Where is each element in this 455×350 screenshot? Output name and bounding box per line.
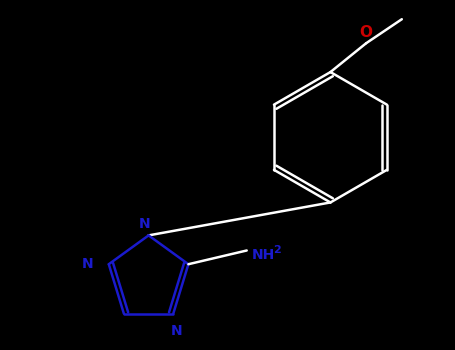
Text: N: N [139,217,150,231]
Text: N: N [82,257,94,271]
Text: NH: NH [252,247,275,261]
Text: N: N [171,324,182,338]
Text: O: O [359,26,373,41]
Text: 2: 2 [273,245,281,254]
